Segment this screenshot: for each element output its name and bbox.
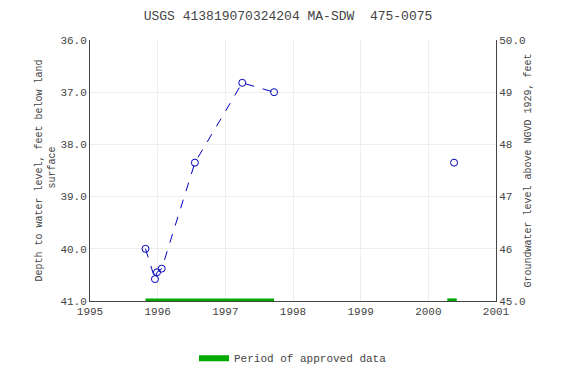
svg-text:45.0: 45.0 [499,296,525,308]
svg-text:50.0: 50.0 [499,35,525,47]
svg-text:2001: 2001 [483,306,510,318]
svg-text:1999: 1999 [347,306,373,318]
svg-text:38.0: 38.0 [60,139,86,151]
svg-text:39.0: 39.0 [60,191,86,203]
svg-text:Groundwater level above NGVD 1: Groundwater level above NGVD 1929, feet [523,53,534,287]
svg-text:Depth to water level, feet bel: Depth to water level, feet below land su… [34,59,58,281]
svg-text:1995: 1995 [77,306,103,318]
svg-text:1996: 1996 [144,306,170,318]
svg-text:41.0: 41.0 [60,296,86,308]
svg-text:Period of approved data: Period of approved data [234,353,386,365]
svg-text:47: 47 [499,191,512,203]
svg-text:1998: 1998 [280,306,306,318]
svg-text:36.0: 36.0 [60,35,86,47]
svg-text:40.0: 40.0 [60,244,86,256]
svg-text:37.0: 37.0 [60,87,86,99]
svg-text:2000: 2000 [415,306,441,318]
svg-text:46: 46 [499,244,512,256]
svg-text:USGS 413819070324204 MA-SDW 4: USGS 413819070324204 MA-SDW 475-0075 [144,9,433,24]
svg-text:1997: 1997 [212,306,238,318]
svg-text:49: 49 [499,87,512,99]
svg-text:48: 48 [499,139,512,151]
